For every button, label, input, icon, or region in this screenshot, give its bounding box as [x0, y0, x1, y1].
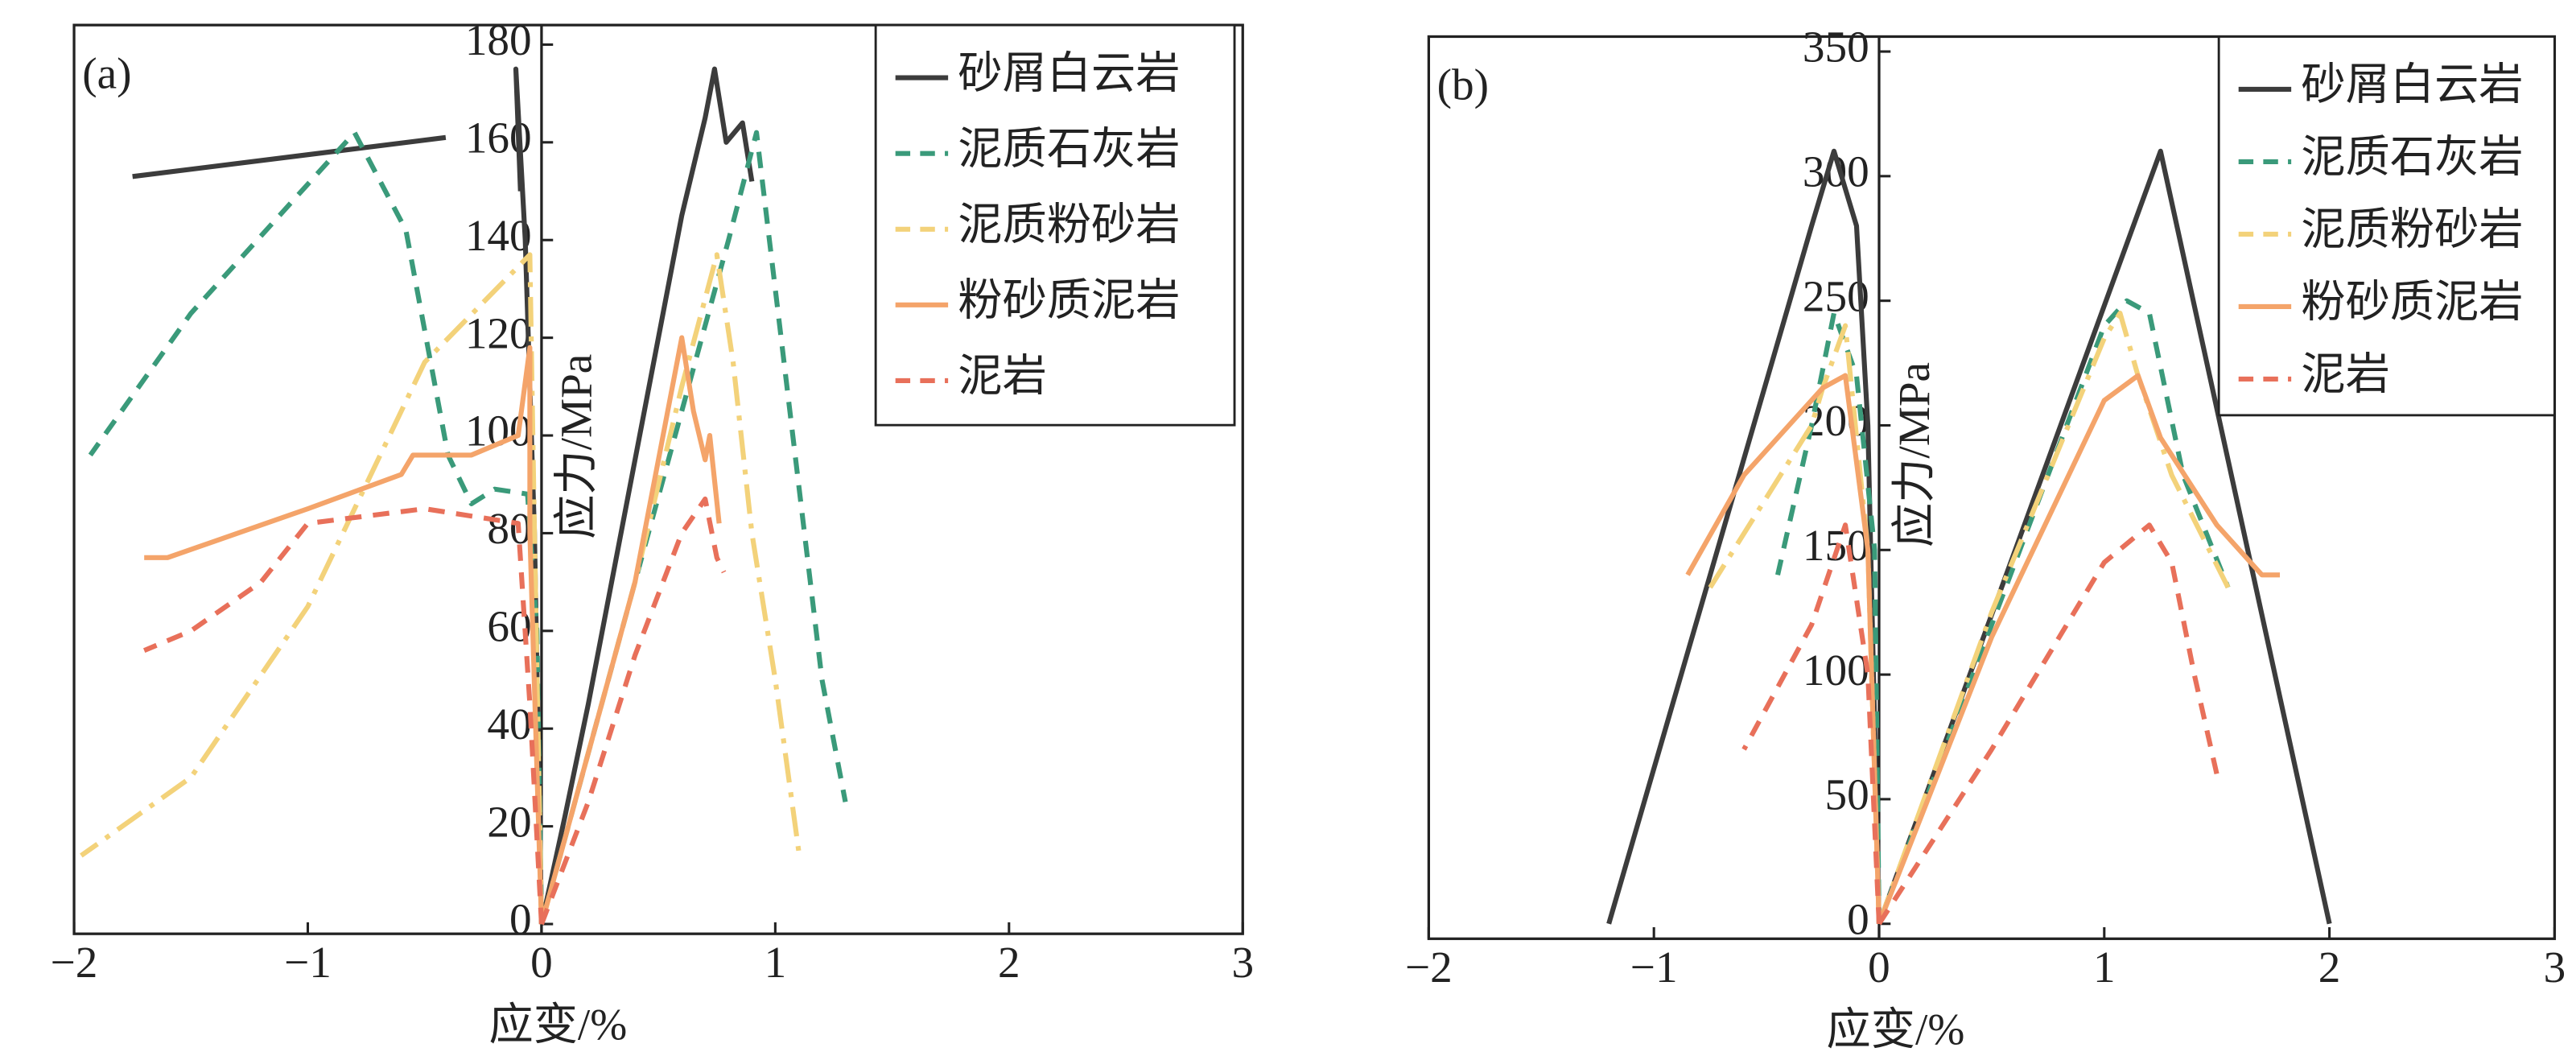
legend-label: 砂屑白云岩 — [958, 48, 1180, 97]
y-tick-label: 50 — [1825, 770, 1869, 819]
data-line — [1685, 373, 2281, 925]
y-axis-label: 应力/MPa — [552, 354, 601, 539]
panel-label: (b) — [1437, 60, 1489, 109]
data-line — [142, 496, 727, 926]
data-line — [132, 66, 755, 925]
y-tick-label: 140 — [465, 211, 532, 260]
x-tick-label: 0 — [1868, 943, 1890, 992]
legend-label: 泥质石灰岩 — [958, 124, 1180, 173]
x-axis-label: 应变/% — [1827, 1005, 1965, 1054]
x-tick-label: 1 — [2093, 943, 2116, 992]
data-line — [80, 252, 802, 925]
legend-label: 泥质粉砂岩 — [958, 200, 1180, 249]
plot-frame — [72, 23, 1244, 935]
y-tick-label: 120 — [465, 308, 532, 357]
y-tick-label: 80 — [487, 504, 531, 553]
legend-box — [874, 23, 1236, 427]
y-axis-label: 应力/MPa — [1890, 362, 1939, 547]
x-tick-label: 3 — [1231, 938, 1254, 987]
x-tick-label: −2 — [1405, 943, 1453, 992]
data-line — [144, 335, 722, 925]
data-line — [1741, 522, 2219, 926]
y-tick-label: 350 — [1803, 23, 1869, 72]
y-tick-label: 20 — [487, 797, 531, 846]
legend-label: 泥质粉砂岩 — [2301, 205, 2523, 254]
x-axis-label: 应变/% — [488, 1000, 627, 1049]
y-tick-label: 40 — [487, 699, 531, 749]
x-tick-label: −1 — [284, 938, 332, 987]
y-tick-label: 100 — [1803, 646, 1869, 695]
x-tick-label: 0 — [530, 938, 553, 987]
data-line — [1775, 298, 2231, 925]
legend-label: 泥岩 — [2301, 350, 2389, 399]
y-tick-label: 180 — [465, 15, 532, 64]
x-tick-label: 2 — [2318, 943, 2341, 992]
legend-label: 泥岩 — [958, 352, 1046, 401]
legend-label: 粉砂质泥岩 — [958, 276, 1180, 325]
x-tick-label: 2 — [998, 938, 1020, 987]
legend-label: 泥质石灰岩 — [2301, 133, 2523, 182]
y-tick-label: 0 — [1847, 894, 1869, 943]
panel-label: (a) — [82, 48, 131, 97]
y-tick-label: 0 — [509, 895, 532, 944]
plot-frame — [1427, 35, 2557, 940]
legend-label: 粉砂质泥岩 — [2301, 278, 2523, 327]
y-tick-label: 150 — [1803, 521, 1869, 570]
x-tick-label: 1 — [765, 938, 787, 987]
legend-label: 砂屑白云岩 — [2301, 60, 2523, 109]
x-tick-label: −2 — [51, 938, 98, 987]
x-tick-label: 3 — [2544, 943, 2566, 992]
legend-box — [2217, 35, 2556, 417]
x-tick-label: −1 — [1630, 943, 1678, 992]
